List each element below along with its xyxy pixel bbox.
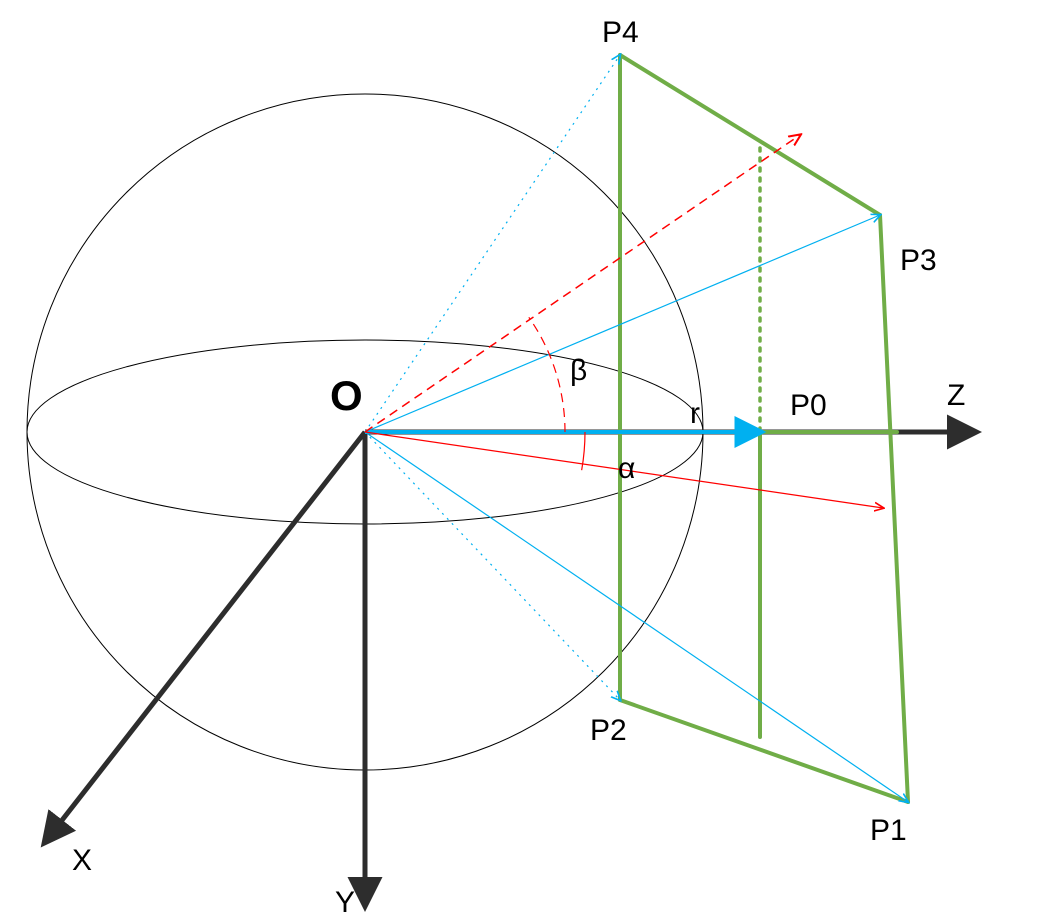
label-p2: P2 bbox=[590, 714, 627, 747]
label-x: X bbox=[72, 844, 92, 877]
label-alpha: α bbox=[618, 452, 635, 485]
ray-red-beta bbox=[365, 135, 800, 432]
label-p0: P0 bbox=[790, 389, 827, 422]
plane-edge-top bbox=[620, 55, 880, 215]
diagram-svg: O X Y Z P0 P1 P2 P3 P4 r α β bbox=[0, 0, 1037, 920]
ray-blue-p2 bbox=[365, 432, 620, 700]
plane-edge-bottom bbox=[620, 700, 908, 802]
angle-arc-beta bbox=[529, 317, 565, 432]
label-z: Z bbox=[947, 379, 965, 412]
axis-x bbox=[45, 432, 365, 842]
label-beta: β bbox=[570, 354, 587, 387]
label-p1: P1 bbox=[870, 814, 907, 847]
label-r: r bbox=[690, 397, 700, 430]
label-p3: P3 bbox=[900, 244, 937, 277]
plane-edge-right bbox=[880, 215, 908, 802]
label-p4: P4 bbox=[602, 16, 639, 49]
label-o: O bbox=[330, 372, 363, 419]
ray-blue-p1 bbox=[365, 432, 908, 802]
label-y: Y bbox=[335, 886, 355, 919]
